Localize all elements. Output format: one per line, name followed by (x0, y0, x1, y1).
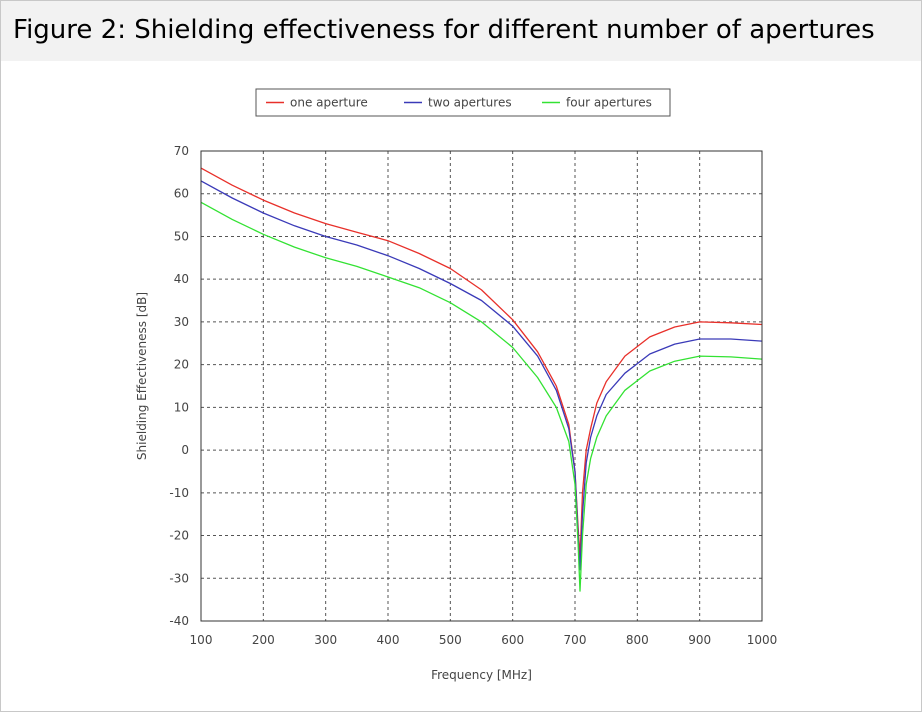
x-tick-label: 900 (688, 633, 711, 647)
figure-caption: Figure 2: Shielding effectiveness for di… (13, 15, 875, 45)
y-tick-label: -30 (169, 571, 189, 585)
y-tick-label: -20 (169, 529, 189, 543)
axis-labels: 100 200 300 400 500 600 700 800 900 1000706050403… (135, 144, 777, 682)
y-tick-label: 0 (181, 443, 189, 457)
y-tick-label: -40 (169, 614, 189, 628)
x-tick-label: 600 (501, 633, 524, 647)
grid (201, 151, 762, 621)
axes (200, 150, 763, 622)
y-axis-label: Shielding Effectiveness [dB] (135, 292, 149, 460)
chart: one aperture two apertures four apertures … (135, 88, 777, 682)
x-tick-label: 1000 (747, 633, 778, 647)
x-tick-label: 300 (314, 633, 337, 647)
x-tick-label: 800 (626, 633, 649, 647)
series-layer (200, 167, 763, 592)
series-line-3 (200, 201, 763, 592)
y-tick-label: 70 (174, 144, 189, 158)
y-tick-label: 60 (174, 187, 189, 201)
y-tick-label: 10 (174, 400, 189, 414)
x-tick-label: 100 (190, 633, 213, 647)
y-tick-label: 20 (174, 358, 189, 372)
x-axis-label: Frequency [MHz] (431, 668, 532, 682)
caption-bar: Figure 2: Shielding effectiveness for di… (1, 1, 921, 61)
y-tick-label: -10 (169, 486, 189, 500)
plot-area (201, 151, 762, 621)
x-tick-label: 700 (564, 633, 587, 647)
series-line-2 (200, 180, 763, 571)
legend-label-3: four apertures (566, 96, 652, 110)
legend: one aperture two apertures four apertures (255, 88, 671, 117)
x-tick-label: 500 (439, 633, 462, 647)
y-tick-label: 30 (174, 315, 189, 329)
legend-label-1: one aperture (290, 96, 368, 110)
y-tick-label: 50 (174, 229, 189, 243)
plot-frame (200, 150, 763, 622)
y-tick-label: 40 (174, 272, 189, 286)
x-tick-label: 200 (252, 633, 275, 647)
legend-label-2: two apertures (428, 96, 512, 110)
legend-box (255, 88, 671, 117)
x-tick-label: 400 (377, 633, 400, 647)
